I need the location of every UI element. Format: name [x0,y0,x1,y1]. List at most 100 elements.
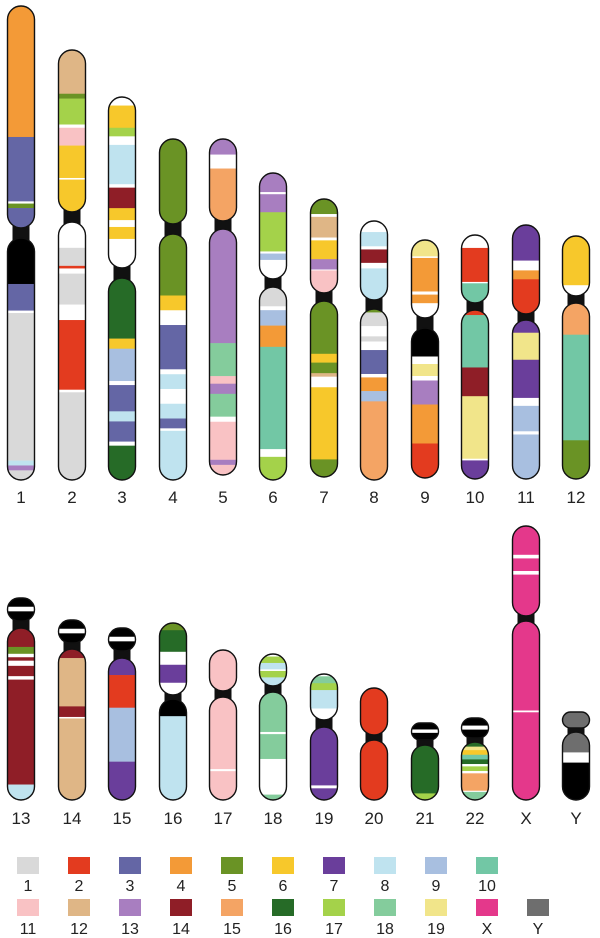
q-arm-outline [258,691,288,801]
centromere [113,265,131,281]
q-arm-outline [258,286,288,481]
band-7 [108,761,136,800]
p-arm-outline [309,198,339,294]
band-blank [159,388,187,405]
band-blank [259,306,287,311]
band-19 [411,240,439,257]
band-blank [259,259,287,279]
p-arm-outline [258,653,288,687]
band-blank [209,416,237,423]
band-X [512,621,540,711]
centromere [164,221,182,237]
chromosome-label-17: 17 [214,809,233,828]
q-arm-bands [209,697,237,800]
band-1 [58,247,86,267]
legend-swatch [17,857,39,874]
p-arm-outline [359,220,389,301]
band-blank [159,310,187,326]
band-4 [411,404,439,444]
band-7 [108,658,136,676]
chromosome-4 [158,138,188,481]
band-11 [209,697,237,770]
q-arm-outline [208,228,238,476]
legend-swatch [527,899,549,916]
band-13 [7,465,35,471]
chromosome-label-15: 15 [113,809,132,828]
legend-item-6: 6 [272,857,294,895]
q-arm-outline [460,741,490,801]
band-blank [310,708,338,720]
legend-label: 2 [75,878,84,895]
band-blank [259,251,287,254]
band-X [512,526,540,556]
band-6 [310,387,338,460]
q-arm-outline [561,731,591,801]
p-arm-bands [411,723,439,740]
band-blank [159,369,187,375]
centromere [416,737,434,748]
band-14 [58,649,86,659]
chromosome-label-19: 19 [315,809,334,828]
band-blank [58,177,86,180]
band-17 [58,98,86,125]
chromosome-label-1: 1 [16,488,25,507]
band-5 [159,234,187,296]
band-18 [259,794,287,800]
band-16 [108,445,136,480]
p-arm-bands [310,674,338,720]
band-4 [411,294,439,304]
band-blank [512,260,540,271]
chromosome-layer [6,5,591,801]
band-7 [159,664,187,684]
p-arm-bands [411,240,439,318]
p-arm-bands [7,6,35,228]
band-blank [461,725,489,730]
q-arm-bands [360,740,388,800]
legend-swatch [170,857,192,874]
legend-item-4: 4 [170,857,192,895]
legend-label: 1 [24,878,33,895]
legend-label: 4 [177,878,186,895]
legend-label: X [482,921,493,938]
band-3 [159,418,187,429]
band-6 [108,338,136,349]
band-7 [461,460,489,479]
p-arm-outline [410,722,440,741]
chromosome-label-13: 13 [12,809,31,828]
band-9 [108,348,136,382]
q-arm-bands [562,303,590,479]
legend-label: 12 [70,921,88,938]
band-3 [159,325,187,370]
band-6 [562,236,590,286]
legend-label: 18 [376,921,394,938]
q-arm-bands [461,310,489,479]
band-blank [58,716,86,719]
legend-item-Y: Y [527,899,549,938]
band-7 [512,320,540,334]
p-arm-outline [57,49,87,213]
band-1 [360,312,388,327]
p-arm-outline [258,172,288,280]
chromosome-label-6: 6 [268,488,277,507]
band-13 [310,259,338,270]
band-het [411,328,439,357]
band-17 [411,793,439,800]
band-blank [411,256,439,259]
band-8 [259,662,287,670]
chromosome-label-20: 20 [365,809,384,828]
q-arm-bands [259,287,287,480]
band-13 [209,383,237,395]
band-blank [209,154,237,169]
band-blank [461,458,489,461]
band-16 [159,630,187,653]
band-8 [360,268,388,300]
p-arm-outline [309,673,339,721]
band-10 [461,754,489,760]
band-het [411,723,439,730]
centromere [315,717,333,730]
band-blank [310,269,338,271]
chromosome-11 [511,224,541,480]
band-5 [159,623,187,631]
band-7 [512,225,540,261]
